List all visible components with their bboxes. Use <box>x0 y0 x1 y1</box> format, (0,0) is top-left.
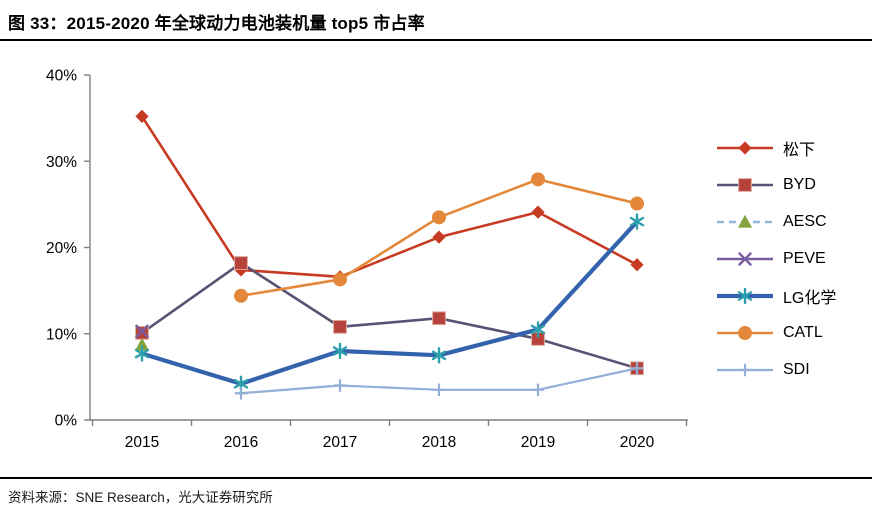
plus-marker-icon <box>333 379 347 392</box>
legend-item-3: PEVE <box>716 240 836 277</box>
asterisk-marker-icon <box>134 345 150 362</box>
series-line-0 <box>140 115 639 279</box>
legend-label: 松下 <box>783 141 816 159</box>
y-tick-label: 30% <box>46 154 77 171</box>
diamond-marker-icon <box>432 230 446 244</box>
legend-item-0: 松下 <box>716 129 836 166</box>
legend-key-icon <box>717 177 773 192</box>
x-axis-label: 2018 <box>422 434 456 451</box>
series-line-4 <box>139 219 640 386</box>
circle-marker-icon <box>432 210 446 225</box>
figure-title: 图 33：2015-2020 年全球动力电池装机量 top5 市占率 <box>8 14 425 33</box>
legend-item-1: BYD <box>716 166 836 203</box>
source-note: 资料来源：SNE Research，光大证券研究所 <box>8 490 273 505</box>
x-axis-label: 2019 <box>521 434 555 451</box>
plus-marker-icon <box>531 383 545 397</box>
triangle-marker-icon <box>135 337 149 351</box>
footer-divider <box>0 477 872 479</box>
title-divider <box>0 39 872 41</box>
square-marker-icon <box>234 256 248 270</box>
legend-label: CATL <box>783 323 823 341</box>
asterisk-marker-icon <box>431 347 447 364</box>
legend-key-icon <box>717 140 773 155</box>
asterisk-marker-icon <box>629 213 645 230</box>
legend-key-icon <box>717 214 773 228</box>
legend-label: BYD <box>783 175 816 193</box>
x-axis-label: 2020 <box>620 434 655 451</box>
diamond-marker-icon <box>738 140 752 155</box>
x-axis-label: 2017 <box>323 434 357 451</box>
legend-item-4: LG化学 <box>716 277 836 314</box>
plus-marker-icon <box>432 383 446 397</box>
x-marker-icon <box>738 251 752 266</box>
y-tick-label: 40% <box>46 68 77 85</box>
plus-marker-icon <box>234 387 248 400</box>
circle-marker-icon <box>738 325 752 340</box>
square-marker-icon <box>738 177 752 192</box>
triangle-marker-icon <box>738 214 752 228</box>
legend-key-icon <box>717 251 773 266</box>
x-marker-icon <box>135 324 149 338</box>
diamond-marker-icon <box>135 109 149 123</box>
x-axis-label: 2016 <box>224 434 258 451</box>
legend-label: AESC <box>783 212 827 230</box>
asterisk-marker-icon <box>530 321 546 338</box>
legend-item-2: AESC <box>716 203 836 240</box>
legend-key-icon <box>717 325 773 340</box>
legend-label: PEVE <box>783 249 826 267</box>
circle-marker-icon <box>333 272 347 287</box>
diamond-marker-icon <box>531 205 545 219</box>
plus-marker-icon <box>738 363 752 376</box>
circle-marker-icon <box>234 288 248 303</box>
legend-key-icon <box>717 363 773 376</box>
y-tick-label: 10% <box>46 326 77 343</box>
x-axis-label: 2015 <box>125 434 159 451</box>
circle-marker-icon <box>531 172 545 187</box>
series-line-1 <box>140 261 639 370</box>
diamond-marker-icon <box>630 258 644 272</box>
y-tick-label: 20% <box>46 240 77 257</box>
plus-marker-icon <box>630 362 644 375</box>
legend-label: SDI <box>783 360 810 378</box>
y-tick-label: 0% <box>55 413 78 430</box>
chart-legend: 松下 BYD AESC PEVE LG化学 CATL SDI <box>716 129 836 388</box>
square-marker-icon <box>135 325 149 340</box>
legend-item-6: SDI <box>716 351 836 388</box>
circle-marker-icon <box>630 196 644 211</box>
legend-item-5: CATL <box>716 314 836 351</box>
line-chart: 0% 10% 20% 30% 40% 2015 2016 2017 2018 2019 2020 <box>46 68 688 451</box>
legend-label: LG化学 <box>783 289 837 307</box>
square-marker-icon <box>432 311 446 326</box>
asterisk-marker-icon <box>737 287 753 304</box>
legend-key-icon <box>717 287 773 304</box>
asterisk-marker-icon <box>332 342 348 360</box>
square-marker-icon <box>333 319 347 334</box>
